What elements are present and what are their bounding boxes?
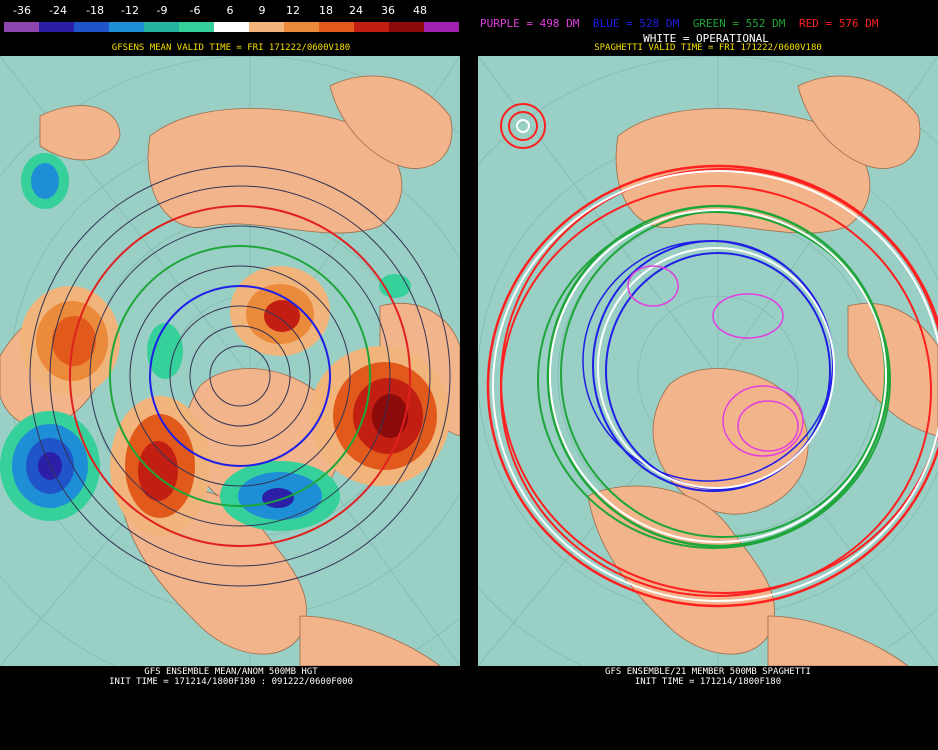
colorbar-label: 18 [319, 4, 333, 17]
colorbar-label: 6 [226, 4, 234, 17]
height-contours [29, 165, 451, 587]
colorbar-segment [424, 22, 459, 32]
right-caption-line1: GFS ENSEMBLE/21 MEMBER 500MB SPAGHETTI [605, 667, 811, 677]
colorbar-label: -18 [86, 4, 104, 17]
colorbar-segment [389, 22, 424, 32]
legend-blue: BLUE = 528 DM [592, 17, 680, 30]
legend-purple: PURPLE = 498 DM [480, 17, 580, 30]
colorbar-segment [109, 22, 144, 32]
colorbar-segment [144, 22, 179, 32]
spaghetti-contours [486, 103, 938, 608]
legend-red: RED = 576 DM [799, 17, 879, 30]
colorbar-segment [179, 22, 214, 32]
colorbar-label: 12 [286, 4, 300, 17]
spaghetti-map [478, 56, 938, 666]
colorbar-label: -36 [13, 4, 31, 17]
colorbar-segment [319, 22, 354, 32]
colorbar [4, 22, 459, 32]
right-caption-line2: INIT TIME = 171214/1800F180 [634, 677, 782, 687]
left-caption-line1: GFS ENSEMBLE MEAN/ANOM 500MB HGT [144, 667, 318, 677]
landmass [587, 75, 938, 666]
colorbar-segment [39, 22, 74, 32]
colorbar-labels: -36 -24 -18 -12 -9 -6 6 9 12 18 24 36 48 [0, 4, 462, 22]
colorbar-label: -24 [49, 4, 67, 17]
legend-green: GREEN = 552 DM [692, 17, 786, 30]
colorbar-label: -9 [156, 4, 168, 17]
legend-white: WHITE = OPERATIONAL [643, 32, 769, 45]
left-panel-caption: GFS ENSEMBLE MEAN/ANOM 500MB HGT INIT TI… [0, 667, 462, 687]
colorbar-segment [249, 22, 284, 32]
spaghetti-legend: PURPLE = 498 DM BLUE = 528 DM GREEN = 55… [480, 17, 936, 31]
colorbar-label: 36 [381, 4, 395, 17]
right-panel-title: SPAGHETTI VALID TIME = FRI 171222/0600V1… [594, 43, 822, 53]
colorbar-segment [354, 22, 389, 32]
colorbar-segment [214, 22, 249, 32]
left-panel-title: GFSENS MEAN VALID TIME = FRI 171222/0600… [111, 43, 351, 53]
right-panel-caption: GFS ENSEMBLE/21 MEMBER 500MB SPAGHETTI I… [478, 667, 938, 687]
colorbar-label: -6 [189, 4, 201, 17]
colorbar-segment [4, 22, 39, 32]
colorbar-label: 24 [349, 4, 363, 17]
ensemble-mean-map [0, 56, 460, 666]
left-caption-line2: INIT TIME = 171214/1800F180 : 091222/060… [109, 677, 353, 687]
colorbar-label: -12 [121, 4, 139, 17]
colorbar-segment [74, 22, 109, 32]
colorbar-segment [284, 22, 319, 32]
colorbar-label: 9 [258, 4, 266, 17]
colorbar-label: 48 [413, 4, 427, 17]
